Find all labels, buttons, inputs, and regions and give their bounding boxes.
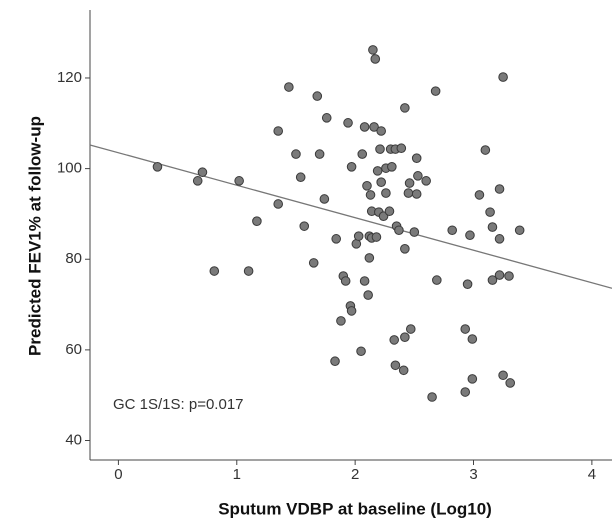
point — [447, 225, 458, 236]
point — [330, 356, 340, 367]
point — [403, 188, 414, 198]
point — [370, 54, 381, 64]
point — [308, 258, 319, 268]
point — [362, 181, 372, 191]
point — [356, 346, 366, 357]
point — [430, 86, 441, 96]
point — [474, 190, 485, 200]
point — [295, 172, 306, 183]
x-axis-label: Sputum VDBP at baseline (Log10) — [218, 499, 492, 518]
y-tick-label: 80 — [65, 250, 82, 267]
point — [321, 113, 332, 123]
point — [494, 234, 505, 244]
point — [487, 222, 498, 232]
point — [192, 176, 203, 186]
y-axis-label: Predicted FEV1% at follow-up — [25, 116, 44, 356]
point — [498, 370, 508, 381]
point — [363, 290, 373, 300]
point — [462, 279, 473, 289]
point — [299, 221, 310, 231]
point — [312, 91, 323, 101]
point — [375, 144, 385, 154]
point — [331, 234, 342, 244]
annotation: GC 1S/1S: p=0.017 — [113, 396, 244, 413]
point — [343, 118, 353, 128]
point — [387, 161, 397, 172]
point — [369, 122, 379, 132]
point — [514, 225, 525, 236]
point — [340, 276, 351, 286]
point — [504, 271, 514, 281]
point — [465, 230, 475, 241]
point — [359, 122, 370, 132]
point — [460, 387, 471, 397]
point — [394, 225, 404, 236]
point — [398, 365, 409, 376]
x-tick-label: 2 — [351, 466, 359, 483]
y-tick-label: 60 — [65, 341, 82, 358]
point — [376, 126, 386, 136]
point — [427, 392, 437, 402]
point — [359, 276, 370, 286]
point — [389, 335, 400, 345]
point — [405, 324, 416, 334]
point — [390, 360, 401, 371]
point — [396, 143, 407, 154]
point — [494, 270, 505, 280]
y-tick-label: 100 — [57, 160, 82, 177]
point — [209, 266, 220, 276]
x-tick-label: 0 — [114, 466, 122, 483]
point — [376, 177, 386, 188]
point — [432, 275, 442, 285]
point — [353, 231, 364, 241]
point — [404, 178, 415, 188]
regression-line — [89, 144, 612, 289]
point — [346, 161, 357, 172]
point — [411, 189, 422, 199]
point — [284, 82, 294, 92]
point — [460, 324, 471, 334]
point — [234, 176, 244, 186]
point — [371, 232, 382, 242]
point — [273, 199, 284, 209]
point — [336, 316, 346, 326]
point — [197, 167, 208, 178]
point — [505, 378, 516, 388]
x-tick-label: 4 — [588, 466, 596, 483]
point — [400, 103, 410, 113]
point — [487, 275, 498, 285]
point — [494, 184, 505, 194]
point — [273, 126, 284, 136]
point — [346, 306, 357, 316]
point — [381, 188, 391, 198]
point — [314, 149, 325, 159]
y-tick-label: 120 — [57, 69, 82, 86]
point — [372, 166, 383, 176]
point — [252, 216, 262, 226]
point — [485, 207, 495, 217]
point — [413, 171, 423, 181]
point — [498, 72, 508, 82]
point — [384, 206, 395, 217]
point — [365, 190, 376, 200]
point — [368, 45, 378, 55]
point — [480, 145, 491, 155]
point — [291, 149, 301, 159]
point — [411, 153, 422, 163]
x-tick-label: 3 — [469, 466, 477, 483]
point — [243, 266, 254, 276]
point — [400, 332, 410, 342]
point — [357, 149, 368, 159]
point — [409, 227, 420, 237]
y-tick-label: 40 — [65, 431, 82, 448]
point — [467, 374, 478, 384]
point — [421, 176, 431, 186]
point — [364, 253, 375, 263]
point — [400, 244, 410, 254]
point — [152, 161, 163, 172]
x-tick-label: 1 — [233, 466, 241, 483]
point — [467, 334, 478, 344]
point — [319, 194, 330, 204]
